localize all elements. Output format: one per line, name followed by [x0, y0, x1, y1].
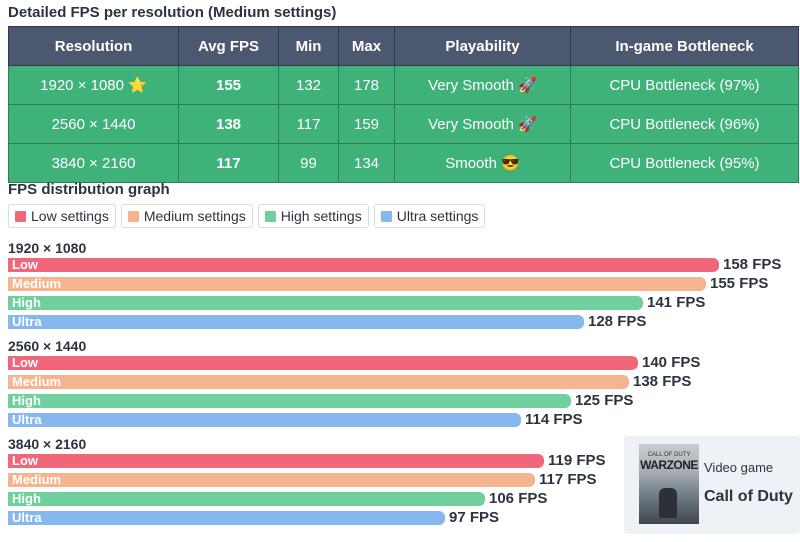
bar-medium: Medium	[8, 277, 706, 291]
bar-high: High	[8, 492, 485, 506]
header-resolution: Resolution	[8, 26, 179, 66]
legend-swatch	[127, 210, 139, 222]
header-max: Max	[338, 26, 395, 66]
bar-value-label: 155 FPS	[710, 275, 769, 292]
legend-swatch	[380, 210, 392, 222]
legend-label: High settings	[280, 208, 362, 224]
graph-title: FPS distribution graph	[8, 181, 170, 198]
chart-legend: Low settings Medium settings High settin…	[8, 204, 486, 228]
cell-resolution: 2560 × 1440	[8, 104, 179, 144]
table-row: 3840 × 2160 117 99 134 Smooth 😎 CPU Bott…	[8, 143, 799, 183]
bar-ultra: Ultra	[8, 413, 521, 427]
group-label: 2560 × 1440	[8, 338, 87, 354]
bar-value-label: 117 FPS	[539, 471, 597, 488]
bar-low: Low	[8, 258, 719, 272]
bar-value-label: 125 FPS	[575, 392, 634, 409]
table-title: Detailed FPS per resolution (Medium sett…	[8, 4, 337, 21]
bar-value-label: 128 FPS	[588, 313, 647, 330]
legend-label: Low settings	[31, 208, 109, 224]
bar-high: High	[8, 394, 571, 408]
cell-bottleneck: CPU Bottleneck (95%)	[570, 143, 799, 183]
legend-item-high: High settings	[257, 204, 369, 228]
header-min: Min	[278, 26, 339, 66]
bar-high: High	[8, 296, 643, 310]
group-label: 1920 × 1080	[8, 240, 87, 256]
bar-value-label: 138 FPS	[633, 373, 692, 390]
table-header-row: Resolution Avg FPS Min Max Playability I…	[8, 26, 799, 66]
cell-min: 132	[278, 65, 339, 105]
bar-value-label: 119 FPS	[548, 452, 606, 469]
legend-item-low: Low settings	[8, 204, 116, 228]
game-type: Video game	[704, 460, 774, 475]
bar-value-label: 114 FPS	[525, 411, 583, 428]
cell-playability: Very Smooth 🚀	[394, 65, 571, 105]
legend-swatch	[264, 210, 276, 222]
cell-avg-fps: 138	[178, 104, 279, 144]
bar-ultra: Ultra	[8, 315, 584, 329]
header-playability: Playability	[394, 26, 571, 66]
cell-bottleneck: CPU Bottleneck (97%)	[570, 65, 799, 105]
game-cover-image[interactable]: CALL OF DUTY WARZONE	[639, 444, 699, 524]
cell-max: 134	[338, 143, 395, 183]
cell-playability: Smooth 😎	[394, 143, 571, 183]
cell-resolution: 1920 × 1080 ⭐	[8, 65, 179, 105]
fps-table: Resolution Avg FPS Min Max Playability I…	[8, 26, 799, 183]
cover-subtitle: CALL OF DUTY	[647, 452, 691, 458]
bar-medium: Medium	[8, 473, 535, 487]
bar-low: Low	[8, 356, 638, 370]
bar-low: Low	[8, 454, 544, 468]
cell-playability: Very Smooth 🚀	[394, 104, 571, 144]
bar-value-label: 97 FPS	[449, 509, 500, 526]
bar-value-label: 158 FPS	[723, 256, 782, 273]
cell-min: 117	[278, 104, 339, 144]
header-bottleneck: In-game Bottleneck	[570, 26, 799, 66]
game-card[interactable]: CALL OF DUTY WARZONE Video game Call of …	[624, 436, 800, 534]
cell-max: 159	[338, 104, 395, 144]
cell-avg-fps: 155	[178, 65, 279, 105]
cell-max: 178	[338, 65, 395, 105]
bar-medium: Medium	[8, 375, 629, 389]
bar-ultra: Ultra	[8, 511, 445, 525]
cover-soldier-figure	[659, 488, 677, 518]
table-row: 2560 × 1440 138 117 159 Very Smooth 🚀 CP…	[8, 104, 799, 144]
cover-title: WARZONE	[640, 458, 698, 472]
bar-value-label: 140 FPS	[642, 354, 701, 371]
legend-label: Ultra settings	[396, 208, 479, 224]
game-name[interactable]: Call of Duty	[704, 488, 793, 505]
legend-item-ultra: Ultra settings	[373, 204, 486, 228]
cell-bottleneck: CPU Bottleneck (96%)	[570, 104, 799, 144]
legend-swatch	[15, 210, 26, 222]
legend-label: Medium settings	[143, 208, 246, 224]
header-avg-fps: Avg FPS	[178, 26, 279, 66]
cell-resolution: 3840 × 2160	[8, 143, 179, 183]
legend-item-medium: Medium settings	[120, 204, 253, 228]
bar-value-label: 106 FPS	[489, 490, 548, 507]
table-row: 1920 × 1080 ⭐ 155 132 178 Very Smooth 🚀 …	[8, 65, 799, 105]
group-label: 3840 × 2160	[8, 436, 87, 452]
cell-avg-fps: 117	[178, 143, 279, 183]
cell-min: 99	[278, 143, 339, 183]
bar-value-label: 141 FPS	[647, 294, 706, 311]
